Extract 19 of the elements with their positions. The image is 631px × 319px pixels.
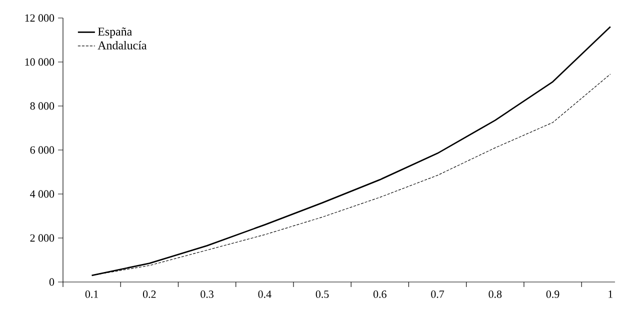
x-tick-label: 0.1 bbox=[85, 290, 98, 298]
legend-label: Andalucía bbox=[98, 41, 147, 50]
x-tick-label: 0.2 bbox=[143, 290, 156, 298]
x-tick-label: 0.5 bbox=[316, 290, 329, 298]
legend-label: España bbox=[98, 27, 132, 38]
x-tick-label: 1 bbox=[608, 290, 612, 298]
y-tick-label: 2 000 bbox=[30, 234, 54, 242]
x-tick-label: 0.3 bbox=[200, 290, 214, 298]
x-tick-label: 0.6 bbox=[373, 290, 386, 298]
x-tick-label: 0.9 bbox=[546, 290, 560, 298]
x-tick-label: 0.7 bbox=[431, 290, 444, 298]
y-tick-label: 8 000 bbox=[30, 102, 54, 110]
y-tick-label: 10 000 bbox=[25, 58, 54, 66]
y-tick-label: 6 000 bbox=[30, 146, 54, 154]
x-tick-label: 0.8 bbox=[488, 290, 502, 298]
y-tick-label: 0 bbox=[49, 278, 54, 286]
y-tick-label: 4 000 bbox=[30, 190, 54, 198]
y-tick-label: 12 000 bbox=[25, 14, 54, 22]
x-tick-label: 0.4 bbox=[258, 290, 272, 298]
